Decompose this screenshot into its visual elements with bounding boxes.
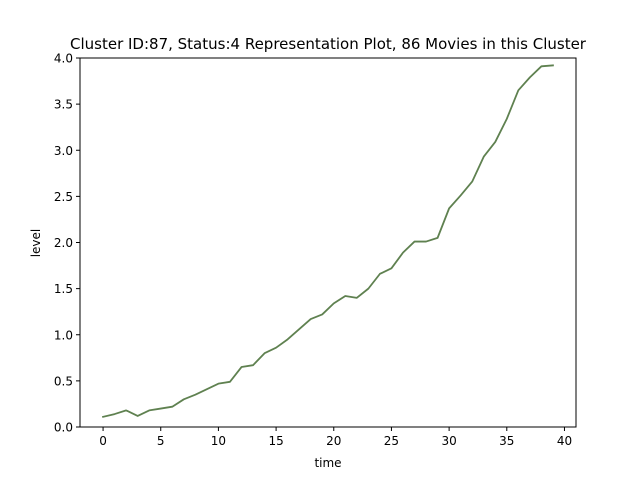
y-tick-label: 3.0 (54, 144, 73, 158)
x-tick-label: 10 (211, 434, 226, 448)
x-tick-label: 35 (499, 434, 514, 448)
y-tick-label: 2.5 (54, 190, 73, 204)
x-tick-label: 15 (268, 434, 283, 448)
y-tick-label: 2.0 (54, 236, 73, 250)
x-axis-label: time (314, 456, 341, 470)
axes: 0 5 10 15 20 25 30 35 40 0.0 0.5 1.0 1.5 2.0 2.5 3.0 3.5… (54, 52, 577, 448)
x-tick-label: 0 (99, 434, 107, 448)
x-tick-label: 40 (557, 434, 572, 448)
plot-area (101, 64, 554, 418)
x-tick-label: 25 (384, 434, 399, 448)
y-tick-label: 0.0 (54, 421, 73, 435)
y-tick-label: 3.5 (54, 98, 73, 112)
series-line-0 (101, 64, 554, 418)
y-tick-label: 1.0 (54, 328, 73, 342)
y-axis-label: level (29, 229, 43, 258)
x-tick-label: 5 (157, 434, 165, 448)
x-tick-label: 20 (326, 434, 341, 448)
chart-title: Cluster ID:87, Status:4 Representation P… (70, 35, 587, 53)
y-tick-label: 4.0 (54, 52, 73, 66)
x-tick-label: 30 (441, 434, 456, 448)
y-tick-label: 1.5 (54, 282, 73, 296)
y-tick-label: 0.5 (54, 374, 73, 388)
